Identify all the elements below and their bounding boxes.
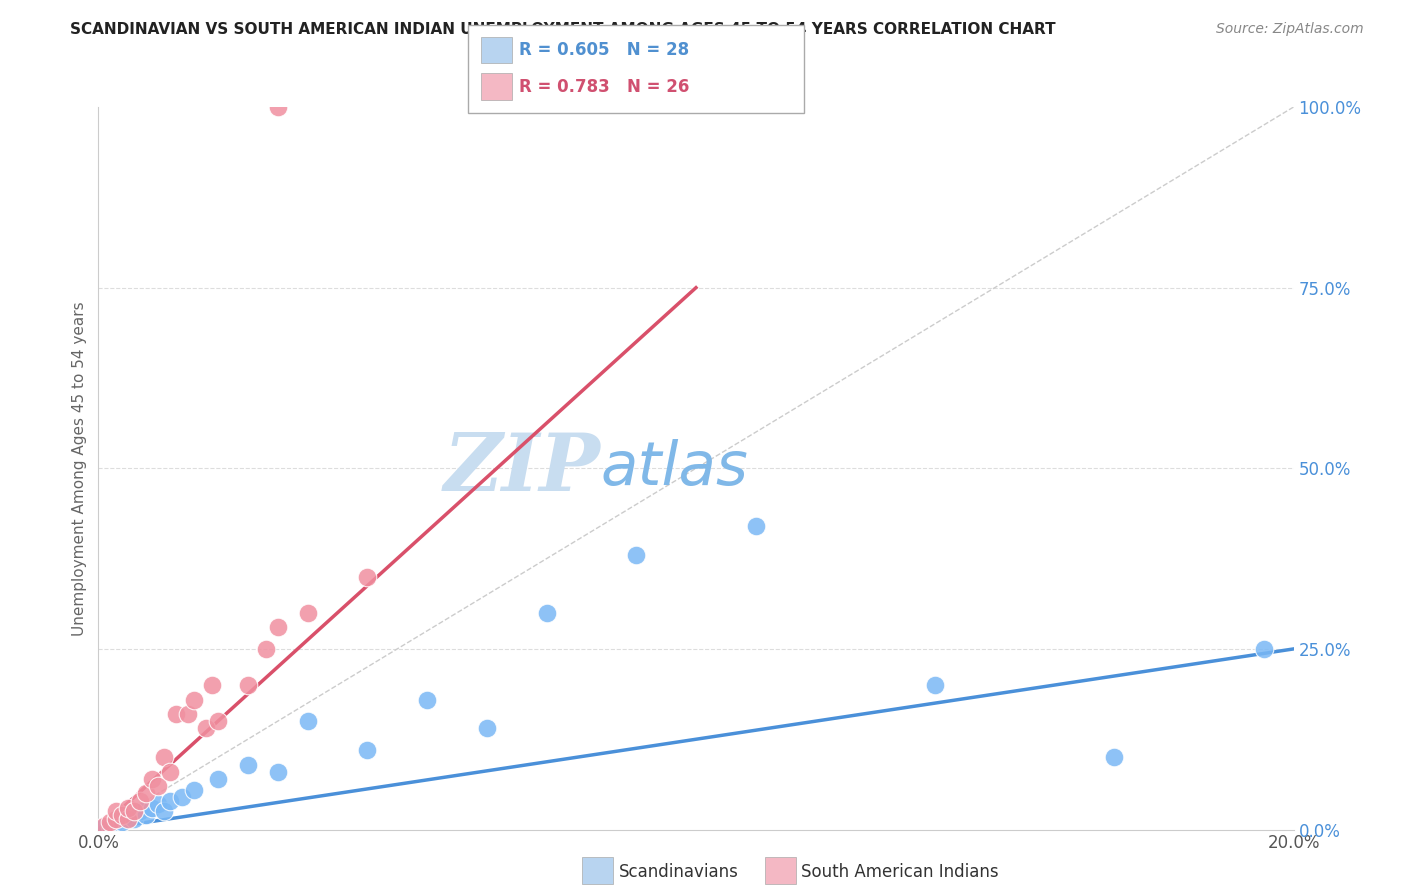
Point (267, 100, 290, 114)
Point (117, 812, 139, 826)
Point (111, 808, 134, 822)
Point (356, 570, 378, 584)
Point (159, 794, 181, 808)
Point (105, 812, 128, 826)
Point (129, 805, 152, 819)
Point (153, 750, 176, 764)
Point (172, 790, 194, 805)
Point (124, 812, 146, 826)
Point (159, 764, 181, 779)
Text: R = 0.605   N = 28: R = 0.605 N = 28 (519, 41, 689, 59)
Point (135, 808, 157, 822)
Point (267, 620, 290, 634)
Point (177, 706, 200, 721)
Point (117, 801, 139, 815)
Point (416, 692, 439, 706)
Text: Source: ZipAtlas.com: Source: ZipAtlas.com (1216, 22, 1364, 37)
Point (141, 772, 163, 786)
Point (207, 714, 229, 728)
Point (98, 815, 122, 830)
Point (183, 782, 205, 797)
Point (236, 678, 259, 692)
Point (135, 787, 157, 801)
Text: ZIP: ZIP (443, 430, 600, 507)
Point (475, 722, 498, 736)
Point (1104, 750, 1126, 764)
Point (111, 815, 134, 830)
Point (93, 819, 115, 833)
Point (1253, 642, 1275, 657)
Point (297, 714, 319, 728)
Point (745, 519, 768, 533)
Point (93, 821, 115, 835)
Point (105, 805, 128, 819)
Point (129, 794, 152, 808)
Point (141, 801, 163, 815)
Point (924, 678, 946, 692)
Point (148, 779, 170, 793)
Point (236, 757, 259, 772)
Point (356, 743, 378, 757)
Point (183, 692, 205, 706)
Point (124, 805, 146, 819)
Point (117, 808, 139, 822)
Point (108, 812, 131, 826)
Y-axis label: Unemployment Among Ages 45 to 54 years: Unemployment Among Ages 45 to 54 years (72, 301, 87, 636)
Point (165, 706, 187, 721)
Point (201, 678, 224, 692)
Point (626, 548, 648, 562)
Point (105, 815, 128, 830)
Text: SCANDINAVIAN VS SOUTH AMERICAN INDIAN UNEMPLOYMENT AMONG AGES 45 TO 54 YEARS COR: SCANDINAVIAN VS SOUTH AMERICAN INDIAN UN… (70, 22, 1056, 37)
Text: South American Indians: South American Indians (801, 863, 1000, 881)
Text: atlas: atlas (600, 439, 748, 498)
Text: Scandinavians: Scandinavians (619, 863, 738, 881)
Point (98, 819, 122, 833)
Point (195, 722, 218, 736)
Point (297, 606, 319, 620)
Text: R = 0.783   N = 26: R = 0.783 N = 26 (519, 78, 689, 95)
Point (536, 606, 558, 620)
Point (207, 772, 229, 786)
Point (148, 797, 170, 812)
Point (153, 805, 176, 819)
Point (267, 764, 290, 779)
Point (254, 642, 277, 657)
